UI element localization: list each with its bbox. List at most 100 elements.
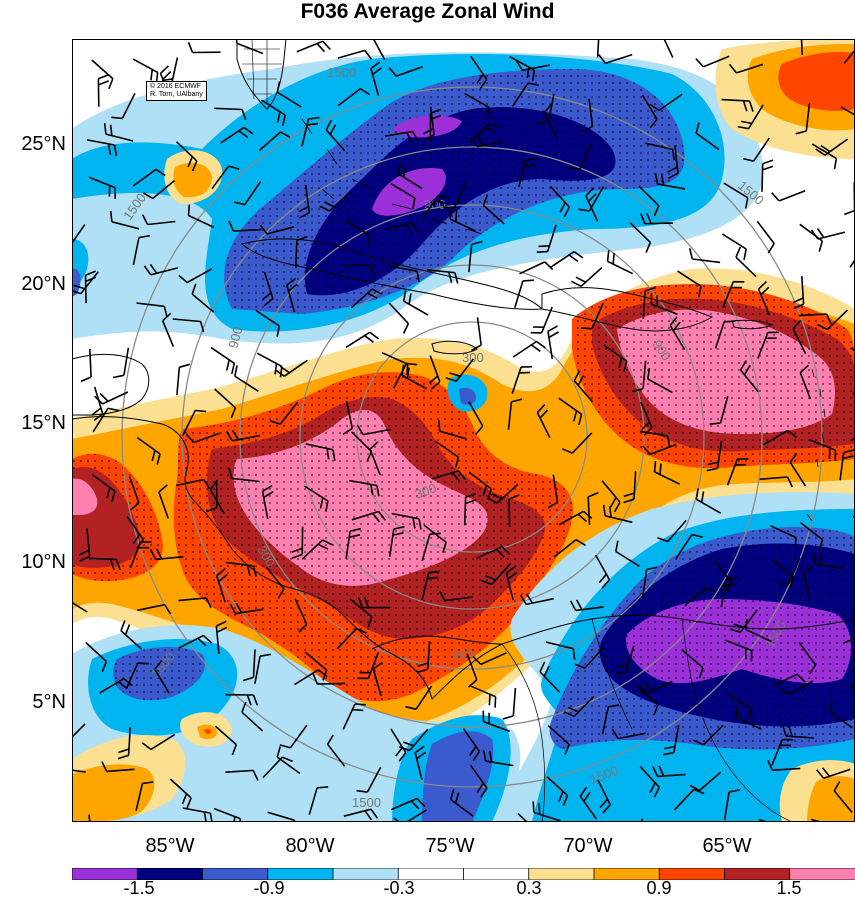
- wind-barb: [388, 66, 423, 77]
- wind-barb: [580, 302, 604, 330]
- lon-label-75w: 75°W: [425, 835, 475, 857]
- wind-barb: [225, 693, 259, 706]
- wind-barb: [464, 92, 490, 119]
- wind-barb: [210, 346, 236, 375]
- wind-barb: [811, 143, 838, 170]
- wind-barb: [817, 309, 849, 331]
- wind-barbs: [72, 39, 855, 822]
- wind-barb: [674, 788, 705, 811]
- wind-barb: [349, 598, 373, 628]
- wind-barb: [816, 767, 851, 780]
- wind-barb: [225, 561, 257, 577]
- wind-barb: [742, 137, 770, 162]
- wind-barb: [342, 400, 354, 435]
- wind-barb: [428, 355, 441, 390]
- wind-barb: [141, 733, 176, 751]
- wind-barb: [99, 678, 134, 694]
- wind-barb: [388, 302, 410, 334]
- wind-barb: [301, 116, 320, 147]
- range-ring-1200: [181, 146, 763, 728]
- wind-barb: [723, 789, 741, 820]
- jamaica-coast: [431, 340, 478, 355]
- wind-barb: [536, 404, 551, 439]
- wind-barb: [507, 398, 523, 430]
- wind-barb: [182, 409, 207, 436]
- wind-barb: [384, 130, 419, 143]
- wind-barb: [471, 317, 482, 352]
- wind-barb: [721, 233, 747, 260]
- wind-barb: [693, 724, 724, 746]
- wind-barb: [511, 82, 539, 107]
- wind-barb: [795, 103, 811, 135]
- wind-barb: [229, 602, 264, 615]
- wind-barb: [228, 220, 262, 232]
- lat-label-5n: 5°N: [32, 691, 66, 713]
- wind-barb: [723, 182, 749, 209]
- wind-barb: [369, 441, 381, 476]
- positive-anomaly-northeast: [164, 39, 855, 204]
- wind-barb: [132, 168, 166, 187]
- wind-barb: [596, 39, 600, 58]
- wind-barb: [381, 351, 409, 376]
- wind-barb: [662, 724, 680, 756]
- wind-barb: [767, 759, 801, 771]
- wind-barb: [468, 240, 483, 273]
- wind-barb: [839, 449, 855, 481]
- wind-barb: [799, 364, 812, 400]
- wind-barb: [276, 746, 301, 775]
- wind-barb: [427, 269, 459, 284]
- wind-barb: [569, 143, 592, 170]
- wind-barb: [351, 431, 373, 462]
- wind-barb: [345, 331, 380, 348]
- wind-barb: [828, 700, 853, 729]
- wind-barb: [761, 159, 774, 192]
- wind-barb: [792, 276, 805, 310]
- wind-barb: [649, 93, 683, 112]
- positive-anomaly-southwest: [72, 712, 855, 822]
- colorbar-label-2: -0.3: [383, 878, 415, 898]
- wind-barb: [342, 703, 367, 730]
- wind-barb: [550, 250, 584, 268]
- wind-barb: [172, 318, 205, 333]
- wind-barb: [211, 165, 240, 190]
- wind-barb: [390, 182, 416, 209]
- wind-barb: [438, 420, 467, 440]
- colorbar-label-5: 1.5: [776, 878, 802, 898]
- wind-barb: [214, 388, 237, 419]
- wind-barb: [356, 767, 382, 793]
- wind-barb: [517, 157, 537, 188]
- wind-barb: [88, 557, 121, 571]
- wind-barb: [326, 734, 346, 767]
- colorbar: [72, 868, 855, 880]
- wind-barb: [351, 510, 387, 523]
- wind-barb: [476, 546, 511, 559]
- negative-anomaly-southeast: [492, 492, 855, 822]
- wind-barb: [349, 479, 380, 497]
- wind-barb: [279, 724, 308, 749]
- wind-barb: [215, 568, 228, 603]
- wind-barb: [235, 39, 264, 55]
- ring-label-900-s: 900: [452, 647, 474, 662]
- wind-barb: [301, 539, 333, 560]
- wind-barb: [771, 558, 795, 588]
- wind-barb: [558, 510, 593, 526]
- lesser-antilles-coast: [806, 368, 826, 522]
- wind-barb: [84, 270, 97, 304]
- lat-label-25n: 25°N: [21, 133, 66, 155]
- south-america-coast: [431, 614, 855, 700]
- wind-barb: [757, 281, 771, 316]
- wind-barb: [294, 598, 308, 633]
- wind-barb: [833, 781, 853, 814]
- credit-line-2: R. Torn, UAlbany: [150, 91, 203, 98]
- wind-barb: [175, 141, 198, 172]
- wind-barb: [587, 491, 599, 525]
- wind-barb: [443, 182, 468, 209]
- wind-barb: [547, 474, 559, 509]
- panama-coast: [371, 635, 503, 650]
- wind-barb: [294, 236, 308, 269]
- wind-barb: [519, 593, 554, 606]
- wind-barb: [80, 348, 92, 383]
- wind-barb: [569, 599, 604, 612]
- wind-barb: [810, 818, 824, 822]
- wind-barb: [468, 401, 484, 436]
